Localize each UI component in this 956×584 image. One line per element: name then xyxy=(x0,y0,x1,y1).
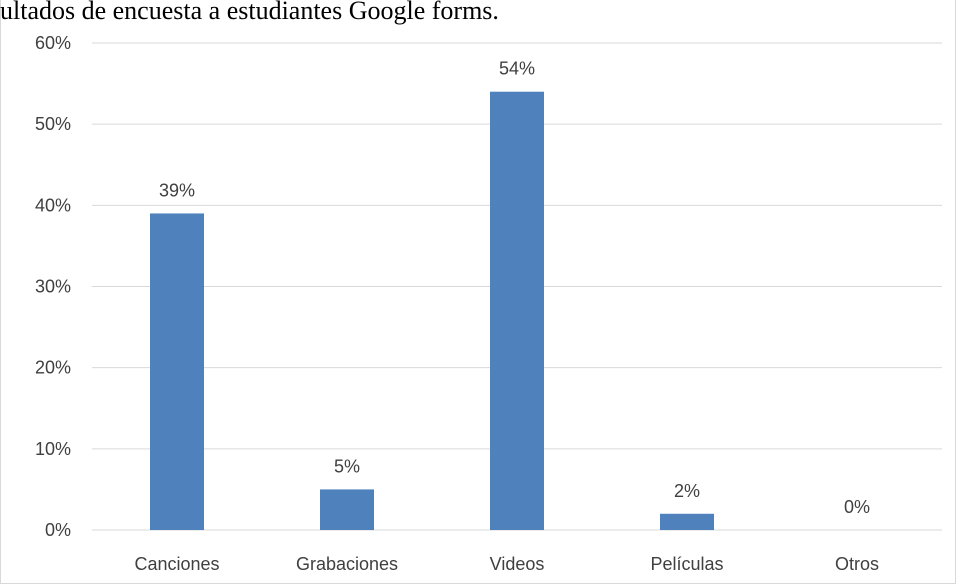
y-tick-label: 30% xyxy=(35,277,71,297)
y-tick-label: 40% xyxy=(35,195,71,215)
bar-videos xyxy=(490,91,544,530)
x-tick-label: Películas xyxy=(650,554,723,574)
x-tick-label: Otros xyxy=(835,554,879,574)
data-label: 5% xyxy=(334,456,360,476)
y-tick-label: 0% xyxy=(45,520,71,540)
data-label: 39% xyxy=(159,180,195,200)
x-tick-label: Videos xyxy=(490,554,545,574)
data-label: 2% xyxy=(674,481,700,501)
y-tick-label: 20% xyxy=(35,358,71,378)
y-tick-label: 60% xyxy=(35,33,71,53)
x-tick-label: Canciones xyxy=(134,554,219,574)
bar-canciones xyxy=(150,213,204,530)
data-label: 54% xyxy=(499,59,535,79)
y-tick-label: 10% xyxy=(35,439,71,459)
data-label: 0% xyxy=(844,497,870,517)
bar-grabaciones xyxy=(320,489,374,530)
y-tick-label: 50% xyxy=(35,114,71,134)
bar-películas xyxy=(660,513,714,530)
figure-caption: ultados de encuesta a estudiantes Google… xyxy=(0,0,499,25)
x-tick-label: Grabaciones xyxy=(296,554,398,574)
